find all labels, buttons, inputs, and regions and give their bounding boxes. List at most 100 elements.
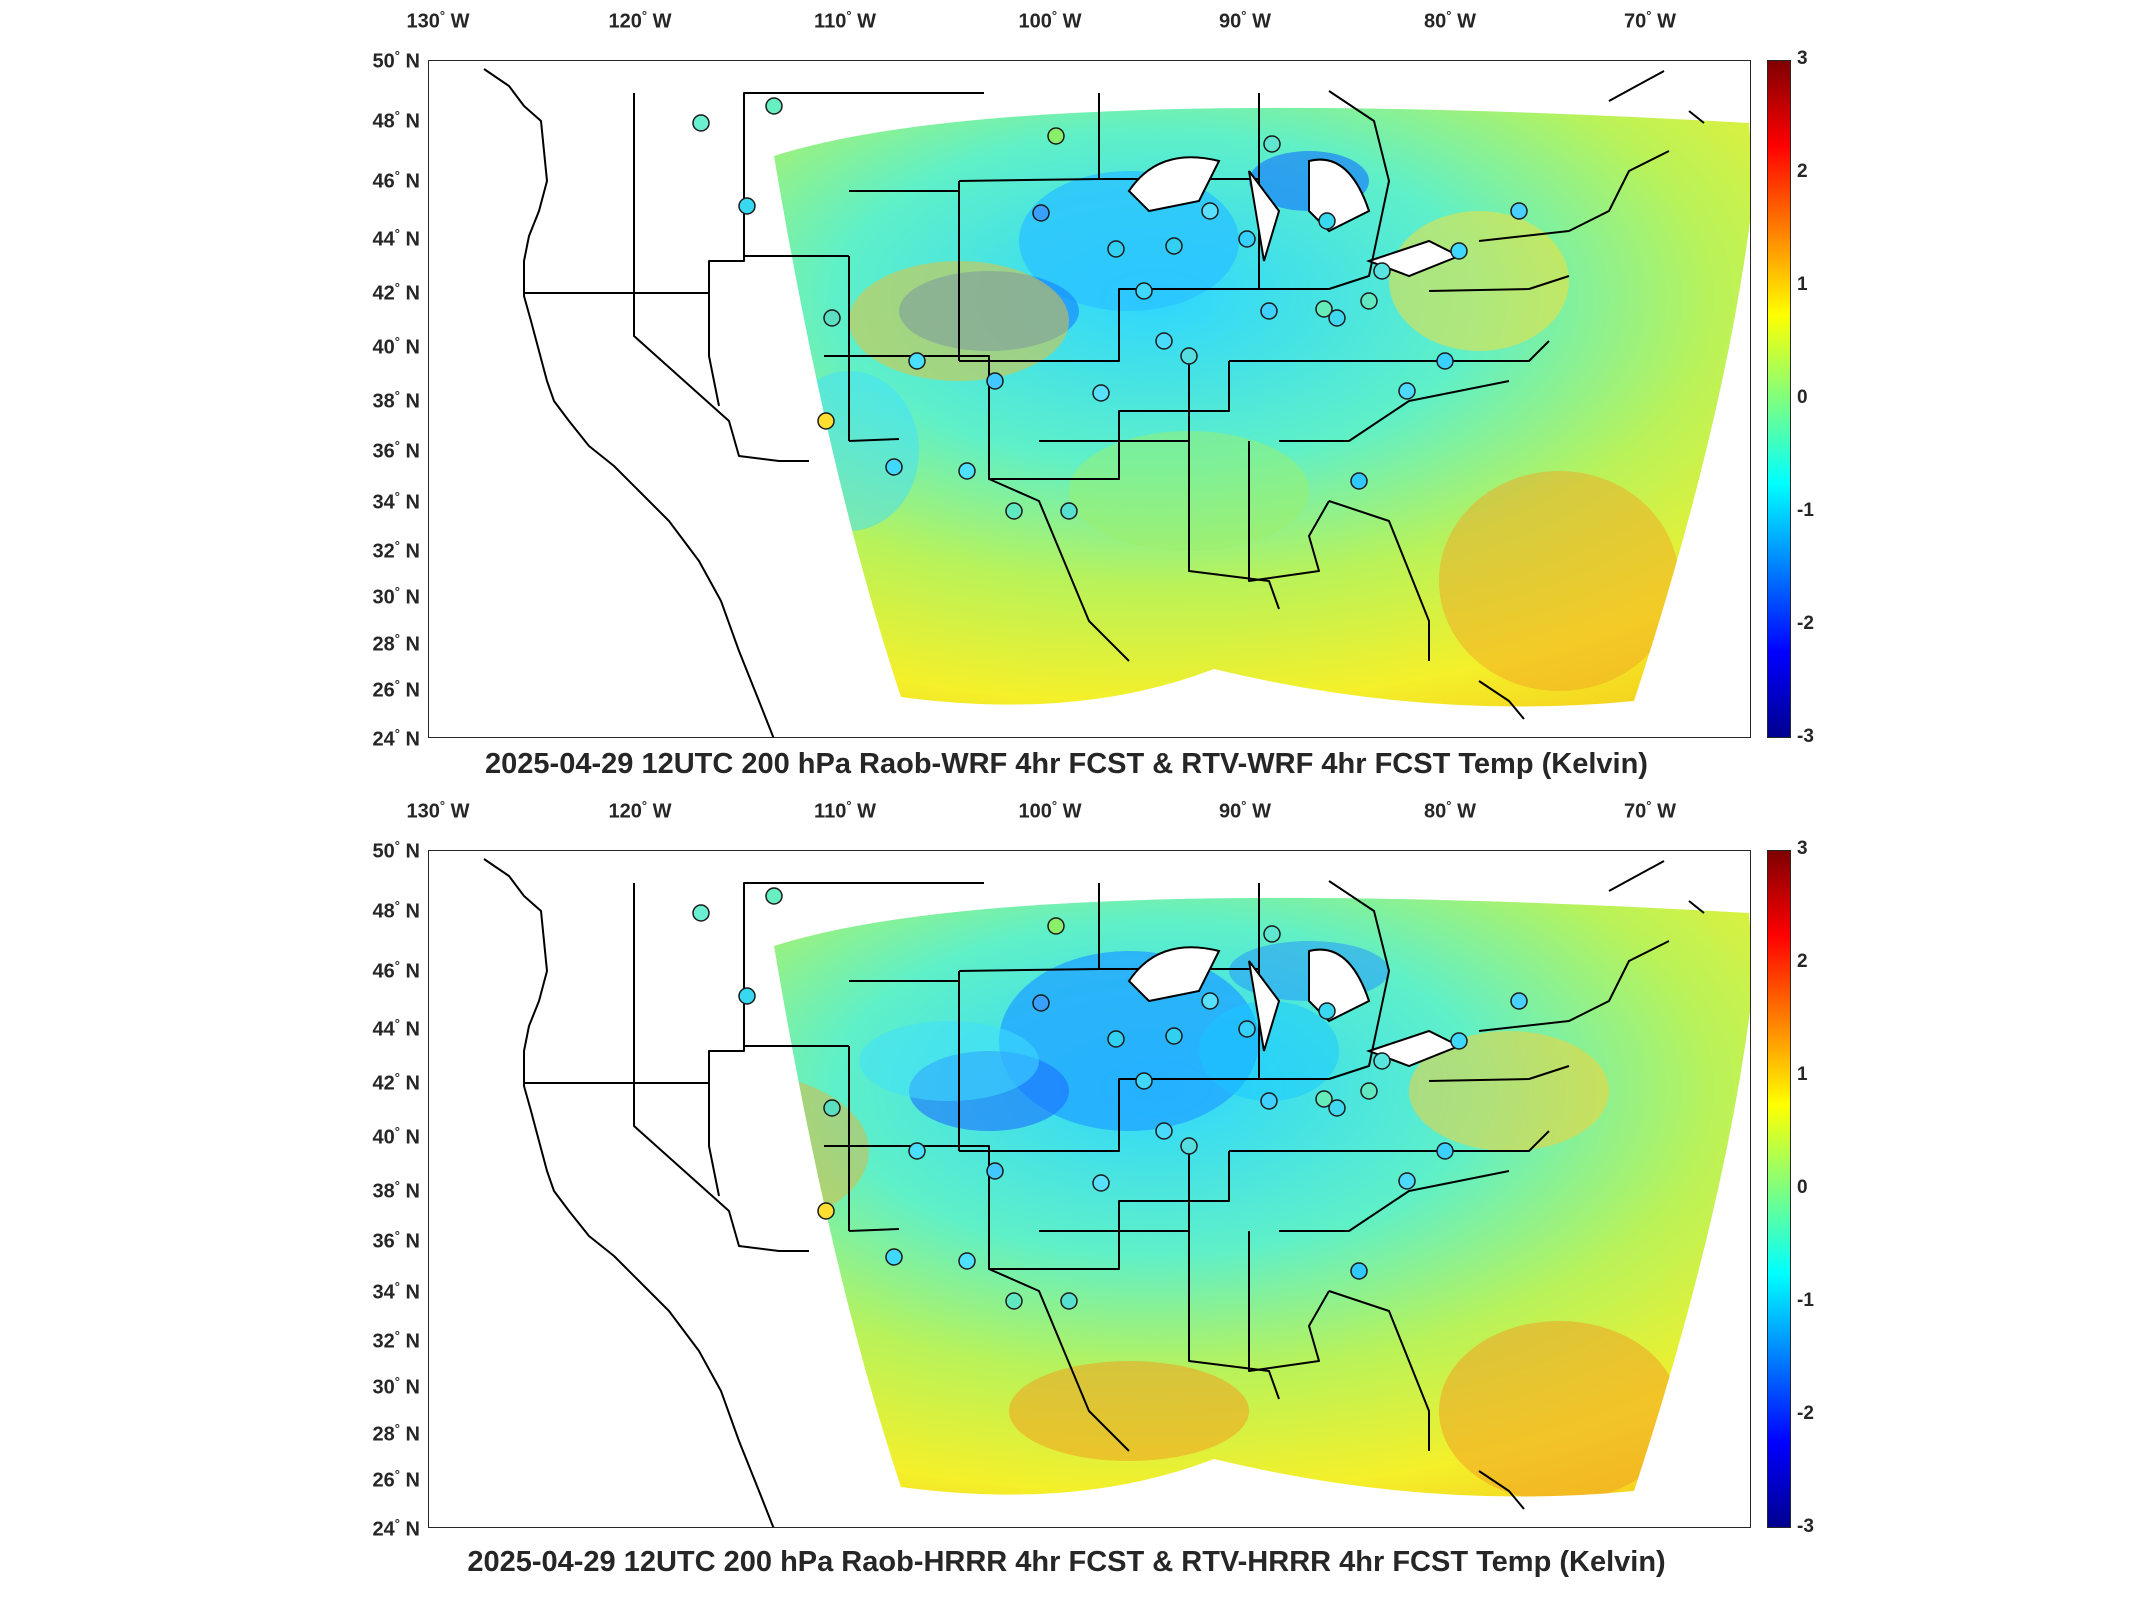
longitude-tick-label: 90° W <box>1219 8 1271 33</box>
boundary-line <box>959 288 1259 362</box>
latitude-tick-label: 48° N <box>372 108 420 133</box>
colorbar <box>1767 850 1791 1528</box>
raob-station-marker <box>692 904 710 922</box>
raob-station-marker <box>1328 309 1346 327</box>
raob-station-marker <box>1398 1172 1416 1190</box>
colorbar-tick-label: -1 <box>1797 500 1814 521</box>
lake-outline <box>1127 946 1221 1003</box>
boundary-line <box>1188 1231 1280 1400</box>
raob-station-marker <box>986 1162 1004 1180</box>
raob-station-marker <box>1318 1002 1336 1020</box>
latitude-tick-label: 40° N <box>372 334 420 359</box>
boundary-line <box>524 882 984 1084</box>
field-anomaly <box>1409 1031 1609 1151</box>
temperature-difference-map-wrf <box>428 60 1751 738</box>
raob-station-marker <box>823 1099 841 1117</box>
temperature-field <box>774 897 1750 1497</box>
boundary-line <box>1478 940 1670 1032</box>
boundary-line <box>959 1078 1259 1152</box>
raob-station-marker <box>885 1248 903 1266</box>
longitude-tick-label: 130° W <box>406 8 470 33</box>
raob-station-marker <box>1398 382 1416 400</box>
boundary-line <box>1259 90 1390 290</box>
latitude-tick-label: 40° N <box>372 1124 420 1149</box>
latitude-tick-label: 28° N <box>372 631 420 656</box>
raob-station-marker <box>908 1142 926 1160</box>
field-anomaly <box>774 351 799 531</box>
latitude-tick-label: 28° N <box>372 1421 420 1446</box>
raob-station-marker <box>1328 1099 1346 1117</box>
colorbar-tick-label: 2 <box>1797 161 1808 182</box>
boundary-line <box>1608 860 1665 892</box>
raob-station-marker <box>1373 262 1391 280</box>
latitude-tick-label: 30° N <box>372 1374 420 1399</box>
boundary-line <box>988 478 1130 662</box>
field-anomaly <box>1439 1321 1679 1497</box>
raob-station-marker <box>1238 230 1256 248</box>
boundary-line <box>1229 340 1550 362</box>
raob-station-marker <box>958 462 976 480</box>
boundary-line <box>1248 1231 1330 1372</box>
boundary-line <box>1229 1130 1550 1152</box>
boundary-line <box>988 1268 1130 1452</box>
raob-station-marker <box>817 1202 835 1220</box>
latitude-tick-label: 38° N <box>372 388 420 413</box>
longitude-tick-label: 90° W <box>1219 798 1271 823</box>
raob-station-marker <box>1155 1122 1173 1140</box>
raob-station-marker <box>1373 1052 1391 1070</box>
raob-station-marker <box>1047 127 1065 145</box>
raob-station-marker <box>1180 1137 1198 1155</box>
raob-station-marker <box>817 412 835 430</box>
boundary-line <box>1428 275 1570 292</box>
boundary-line <box>1259 880 1390 1080</box>
longitude-tick-label: 120° W <box>608 8 672 33</box>
raob-station-marker <box>1450 1032 1468 1050</box>
map-panel-top: 130° W 120° W 110° W 100° W 90° W 80° W 70° W … <box>372 8 1814 780</box>
latitude-tick-label: 32° N <box>372 1328 420 1353</box>
raob-station-marker <box>908 352 926 370</box>
field-anomaly <box>1019 171 1239 311</box>
colorbar-tick-label: -2 <box>1797 1403 1814 1424</box>
raob-station-marker <box>1350 1262 1368 1280</box>
raob-station-marker <box>1260 1092 1278 1110</box>
raob-station-marker <box>1360 1082 1378 1100</box>
raob-station-marker <box>1165 1027 1183 1045</box>
map-svg <box>483 68 1750 737</box>
boundary-line <box>708 1083 720 1197</box>
map-panel-bottom: 130° W 120° W 110° W 100° W 90° W 80° W 70° W … <box>0 790 2133 1600</box>
panel-title-wrf: 2025-04-29 12UTC 200 hPa Raob-WRF 4hr FC… <box>485 748 1648 780</box>
boundary-line <box>633 1083 809 1252</box>
boundary-line <box>1478 150 1670 242</box>
colorbar-tick-label: -2 <box>1797 613 1814 634</box>
boundary-line <box>524 92 984 294</box>
colorbar-tick-label: 3 <box>1797 838 1808 859</box>
raob-station-marker <box>986 372 1004 390</box>
raob-station-marker <box>1318 212 1336 230</box>
raob-station-marker <box>738 987 756 1005</box>
raob-station-marker <box>1107 1030 1125 1048</box>
latitude-tick-label: 36° N <box>372 438 420 463</box>
latitude-tick-label: 50° N <box>372 838 420 863</box>
latitude-tick-label: 46° N <box>372 168 420 193</box>
raob-station-marker <box>1047 917 1065 935</box>
latitude-tick-label: 34° N <box>372 489 420 514</box>
latitude-tick-label: 26° N <box>372 1467 420 1492</box>
latitude-tick-label: 24° N <box>372 726 420 751</box>
field-anomaly <box>1389 211 1569 351</box>
raob-station-marker <box>1360 292 1378 310</box>
longitude-tick-label: 70° W <box>1624 8 1676 33</box>
longitude-tick-label: 80° W <box>1424 8 1476 33</box>
colorbar-tick-label: 0 <box>1797 387 1808 408</box>
raob-station-marker <box>1350 472 1368 490</box>
latitude-tick-label: 42° N <box>372 280 420 305</box>
raob-station-marker <box>1060 1292 1078 1310</box>
colorbar-tick-label: -1 <box>1797 1290 1814 1311</box>
raob-station-marker <box>1032 994 1050 1012</box>
latitude-tick-label: 38° N <box>372 1178 420 1203</box>
raob-station-marker <box>1005 1292 1023 1310</box>
raob-station-marker <box>1238 1020 1256 1038</box>
raob-station-marker <box>1315 300 1333 318</box>
colorbar-tick-label: 3 <box>1797 48 1808 69</box>
temperature-difference-map-hrrr <box>428 850 1751 1528</box>
boundary-line <box>1608 70 1665 102</box>
